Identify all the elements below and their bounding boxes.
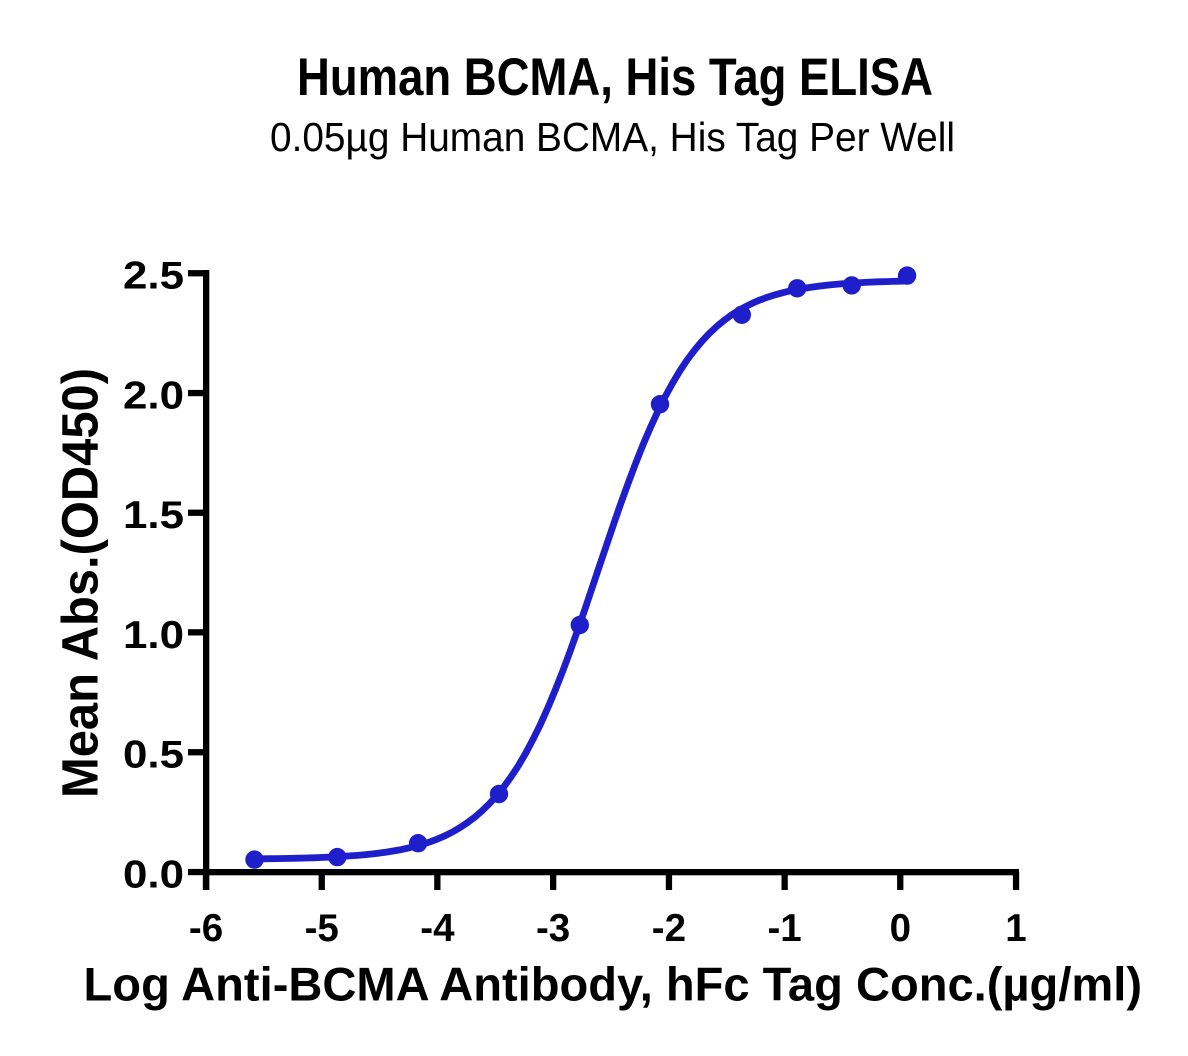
svg-text:Mean Abs.(OD450): Mean Abs.(OD450) (52, 368, 109, 798)
svg-text:-4: -4 (420, 907, 455, 950)
svg-text:-2: -2 (652, 907, 686, 950)
svg-text:1.0: 1.0 (123, 614, 184, 657)
svg-text:1: 1 (1005, 907, 1026, 950)
svg-text:2.5: 2.5 (123, 255, 184, 298)
svg-text:Log Anti-BCMA Antibody, hFc Ta: Log Anti-BCMA Antibody, hFc Tag Conc.(µg… (84, 959, 1143, 1012)
svg-text:1.5: 1.5 (123, 494, 184, 537)
svg-text:0: 0 (890, 907, 911, 950)
svg-text:0.5: 0.5 (123, 734, 184, 777)
svg-text:0.0: 0.0 (123, 854, 184, 897)
svg-text:2.0: 2.0 (123, 375, 184, 418)
svg-text:-5: -5 (305, 907, 339, 950)
svg-text:-1: -1 (767, 907, 801, 950)
svg-text:Human BCMA, His Tag ELISA: Human BCMA, His Tag ELISA (297, 48, 933, 107)
svg-text:-6: -6 (189, 907, 223, 950)
svg-text:0.05µg Human BCMA, His Tag Per: 0.05µg Human BCMA, His Tag Per Well (270, 114, 955, 160)
svg-text:-3: -3 (536, 907, 570, 950)
